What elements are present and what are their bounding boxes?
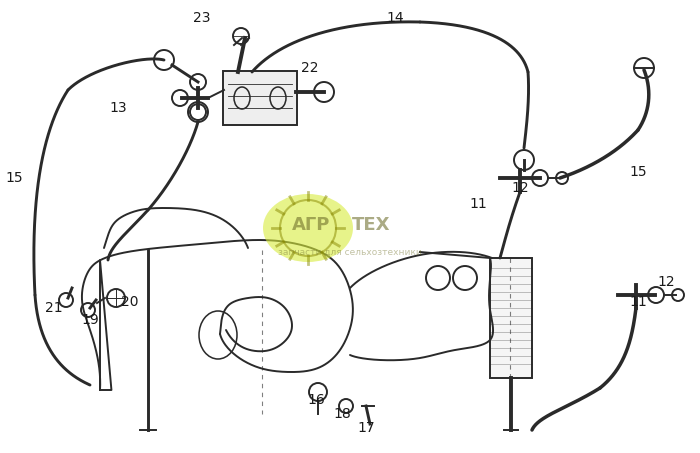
Text: 15: 15 [5,171,23,185]
Text: ТЕХ: ТЕХ [352,216,391,234]
Text: 21: 21 [46,301,63,315]
Text: 19: 19 [81,313,99,327]
Text: 14: 14 [386,11,404,25]
Text: запчасти для сельхозтехники: запчасти для сельхозтехники [278,247,422,256]
Text: 20: 20 [121,295,139,309]
FancyBboxPatch shape [223,71,297,125]
Text: 12: 12 [657,275,675,289]
Text: 22: 22 [301,61,318,75]
Text: 13: 13 [109,101,127,115]
Text: 16: 16 [307,393,325,407]
Text: 11: 11 [469,197,487,211]
Ellipse shape [263,194,353,262]
Text: 15: 15 [629,165,647,179]
Text: 12: 12 [511,181,528,195]
Text: 11: 11 [629,295,647,309]
Text: АГР: АГР [292,216,330,234]
Text: 17: 17 [357,421,374,435]
Text: 23: 23 [193,11,211,25]
FancyBboxPatch shape [490,258,532,378]
Text: 18: 18 [333,407,351,421]
